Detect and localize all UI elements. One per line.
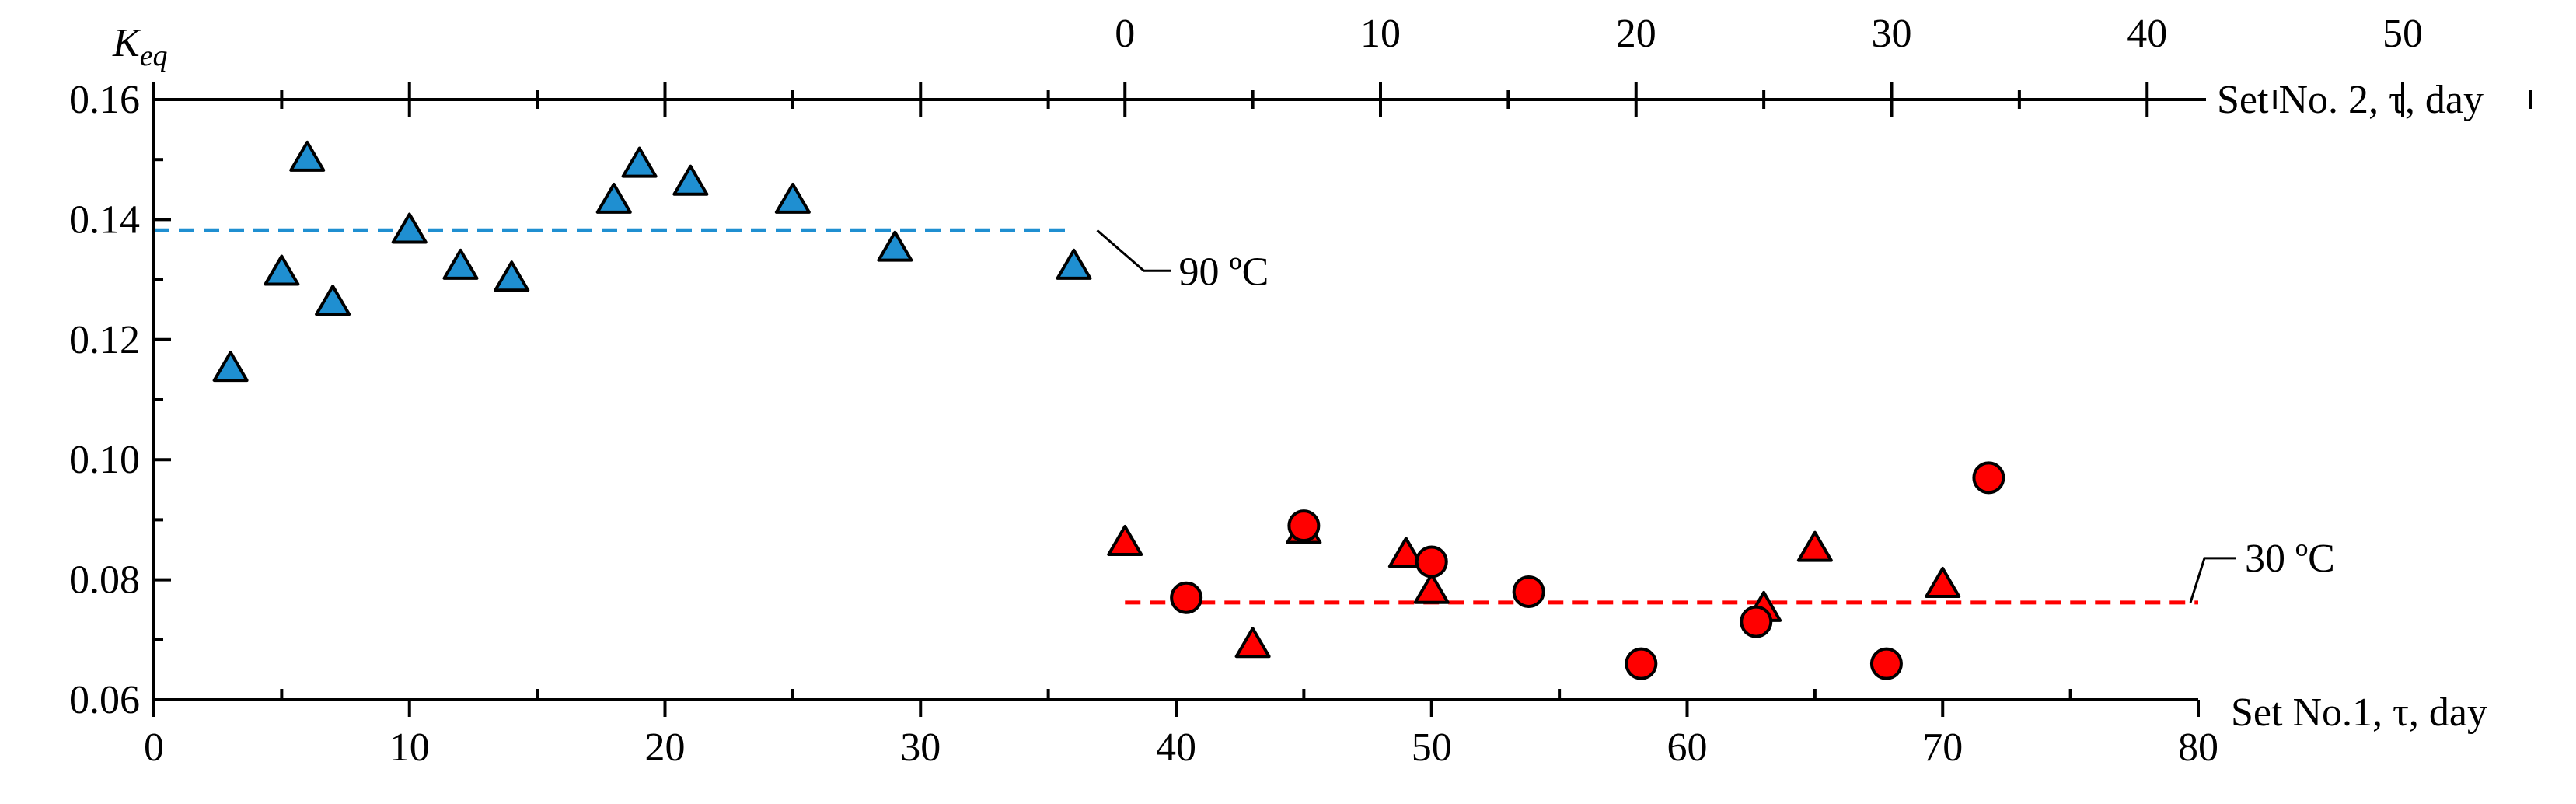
circle-point xyxy=(1287,509,1321,543)
y-axis-label: Keq xyxy=(112,21,168,72)
triangle-point xyxy=(289,140,326,172)
triangle-point xyxy=(1796,530,1833,562)
x-top-tick-label: 20 xyxy=(1616,12,1656,56)
x-top-tick-label: 40 xyxy=(2127,12,2167,56)
triangle-point xyxy=(774,182,811,214)
circle-point xyxy=(1512,575,1545,609)
triangle-point xyxy=(1387,537,1424,568)
y-tick-label: 0.16 xyxy=(69,78,140,122)
x-top-tick-label: 0 xyxy=(1115,12,1135,56)
triangle-point xyxy=(1925,567,1961,598)
triangle-point xyxy=(442,248,479,280)
y-tick-label: 0.14 xyxy=(69,198,140,242)
data-points xyxy=(212,140,2005,680)
triangle-point xyxy=(494,260,530,292)
axes: 0.06 0.08 0.10 0.12 0.14 0.16 0 10 20 30 40 50 60 70 8… xyxy=(69,12,2532,770)
circle-point xyxy=(1740,605,1773,638)
triangle-point xyxy=(1107,524,1143,556)
x-top-axis-label: Set No. 2, τ, day xyxy=(2217,78,2484,122)
reference-leader xyxy=(2189,557,2236,603)
circle-point xyxy=(1415,545,1448,579)
x-top-tick-label: 50 xyxy=(2382,12,2423,56)
x-top-tick-label: 10 xyxy=(1360,12,1401,56)
triangle-point xyxy=(1056,248,1092,280)
y-tick-label: 0.10 xyxy=(69,438,140,482)
triangle-point xyxy=(877,230,913,262)
reference-lines: 90 ºC 30 ºC xyxy=(154,228,2335,605)
y-tick-label: 0.12 xyxy=(69,318,140,362)
y-axis-label-main: K xyxy=(112,21,141,65)
reference-label: 30 ºC xyxy=(2245,537,2335,581)
y-tick-label: 0.08 xyxy=(69,558,140,603)
x-bottom-tick-label: 10 xyxy=(389,725,430,770)
circle-point xyxy=(1625,647,1658,680)
labels: Keq Set No.1, τ, day Set No. 2, τ, day xyxy=(112,21,2487,735)
triangle-point xyxy=(391,212,428,244)
x-bottom-axis-label: Set No.1, τ, day xyxy=(2231,690,2487,735)
triangle-point xyxy=(1413,572,1450,604)
x-bottom-tick-label: 0 xyxy=(144,725,164,770)
triangle-point xyxy=(1234,627,1271,659)
circle-point xyxy=(1869,647,1903,680)
triangle-point xyxy=(212,351,249,383)
triangle-point xyxy=(621,146,658,178)
x-bottom-tick-label: 30 xyxy=(900,725,941,770)
circle-point xyxy=(1972,461,2005,495)
reference-leader xyxy=(1096,229,1171,272)
x-bottom-tick-label: 50 xyxy=(1412,725,1452,770)
reference-label: 90 ºC xyxy=(1179,250,1269,294)
x-bottom-tick-label: 40 xyxy=(1156,725,1196,770)
circle-point xyxy=(1170,581,1203,614)
triangle-point xyxy=(264,254,300,286)
x-top-tick-label: 30 xyxy=(1872,12,1912,56)
y-tick-label: 0.06 xyxy=(69,678,140,722)
x-bottom-tick-label: 60 xyxy=(1667,725,1708,770)
triangle-point xyxy=(315,285,351,316)
x-bottom-tick-label: 70 xyxy=(1922,725,1963,770)
triangle-point xyxy=(672,164,709,196)
x-bottom-tick-label: 20 xyxy=(645,725,686,770)
y-axis-label-subscript: eq xyxy=(140,40,168,72)
x-bottom-tick-label: 80 xyxy=(2178,725,2218,770)
triangle-point xyxy=(595,182,632,214)
